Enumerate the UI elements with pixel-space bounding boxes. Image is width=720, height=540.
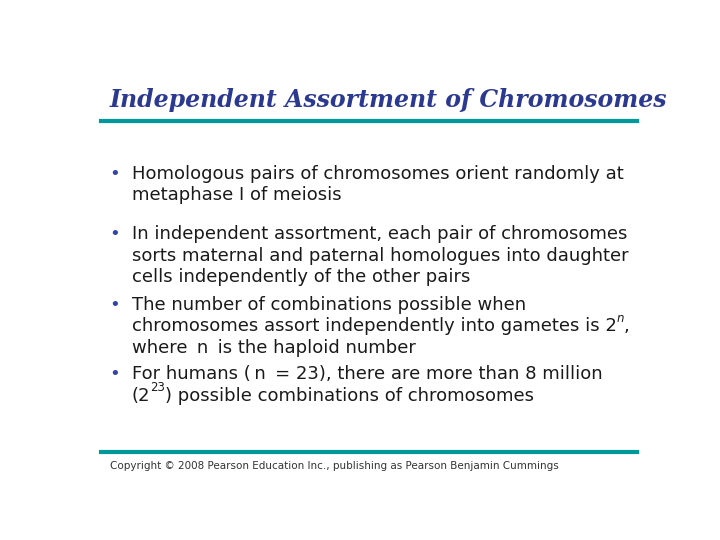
Text: ,: , xyxy=(624,317,629,335)
Text: chromosomes assort independently into gametes is 2: chromosomes assort independently into ga… xyxy=(0,539,1,540)
Text: For humans ( n  = 23), there are more than 8 million: For humans ( n = 23), there are more tha… xyxy=(132,365,603,383)
Text: •: • xyxy=(109,295,120,314)
Text: chromosomes assort independently into gametes is 2: chromosomes assort independently into ga… xyxy=(132,317,617,335)
Text: where  n  is the haploid number: where n is the haploid number xyxy=(132,339,415,357)
Text: metaphase I of meiosis: metaphase I of meiosis xyxy=(132,186,341,204)
Text: sorts maternal and paternal homologues into daughter: sorts maternal and paternal homologues i… xyxy=(132,246,629,265)
Text: (2: (2 xyxy=(0,539,1,540)
Text: The number of combinations possible when: The number of combinations possible when xyxy=(132,295,526,314)
Text: In independent assortment, each pair of chromosomes: In independent assortment, each pair of … xyxy=(132,225,627,243)
Text: 23: 23 xyxy=(0,539,1,540)
Text: 23: 23 xyxy=(150,381,165,394)
Text: Copyright © 2008 Pearson Education Inc., publishing as Pearson Benjamin Cummings: Copyright © 2008 Pearson Education Inc.,… xyxy=(109,461,558,471)
Text: Independent Assortment of Chromosomes: Independent Assortment of Chromosomes xyxy=(109,87,667,112)
Text: •: • xyxy=(109,225,120,243)
Text: •: • xyxy=(109,365,120,383)
Text: (2: (2 xyxy=(132,387,150,404)
Text: Homologous pairs of chromosomes orient randomly at: Homologous pairs of chromosomes orient r… xyxy=(132,165,624,183)
Text: cells independently of the other pairs: cells independently of the other pairs xyxy=(132,268,470,286)
Text: ) possible combinations of chromosomes: ) possible combinations of chromosomes xyxy=(165,387,534,404)
Text: •: • xyxy=(109,165,120,183)
Text: n: n xyxy=(617,312,624,325)
